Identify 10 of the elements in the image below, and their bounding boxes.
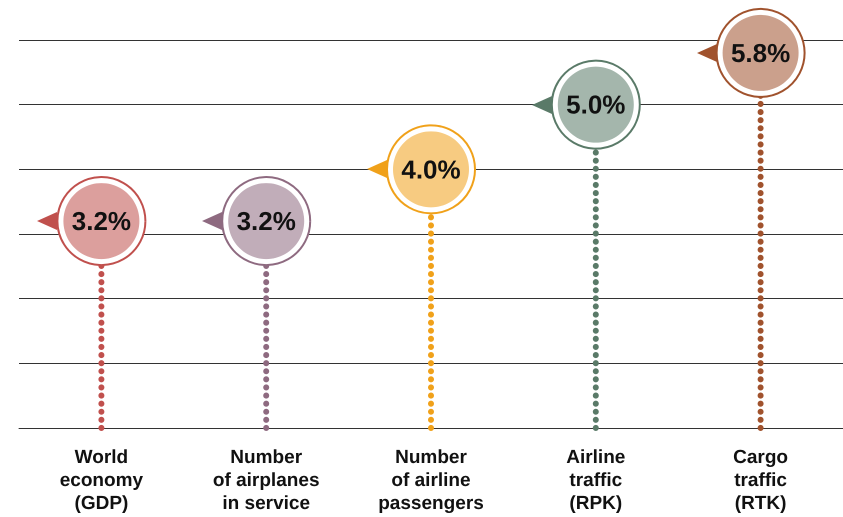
data-label: 5.8% [730, 38, 790, 68]
x-tick-label: Cargo traffic (RTK) [733, 447, 788, 514]
x-tick-label: World economy (GDP) [60, 447, 144, 514]
data-label: 4.0% [401, 154, 461, 184]
data-label: 3.2% [236, 206, 296, 236]
x-tick-label: Number of airplanes in service [212, 447, 320, 514]
data-label: 3.2% [72, 206, 132, 236]
data-label: 5.0% [566, 90, 626, 120]
x-tick-label: Number of airline passengers [378, 447, 484, 514]
x-tick-label: Airline traffic (RPK) [566, 447, 626, 514]
